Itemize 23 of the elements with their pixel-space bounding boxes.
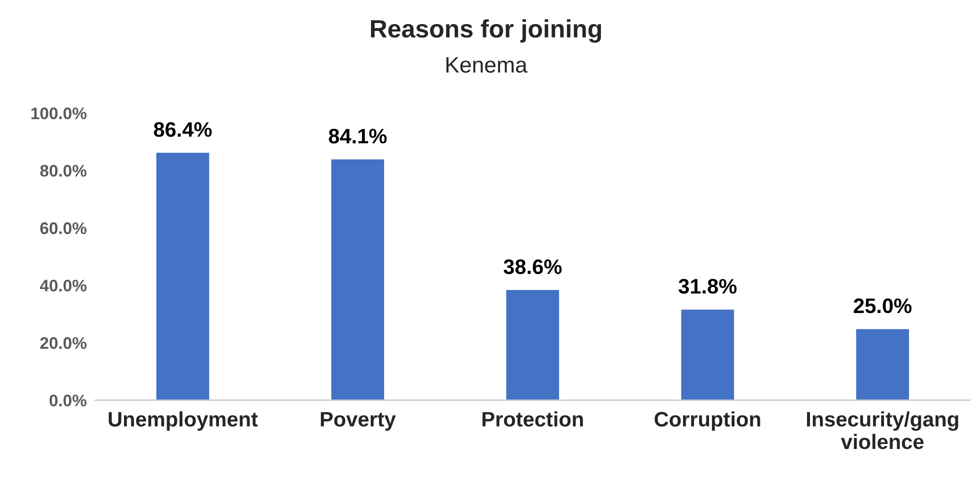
bar — [854, 328, 910, 400]
x-tick-label: Corruption — [654, 411, 760, 431]
x-tick-label: Poverty — [320, 412, 396, 431]
x-tick-label: Unemployment — [108, 411, 258, 431]
bar — [504, 288, 560, 400]
data-label: 25.0% — [854, 298, 912, 314]
y-tick-label: 80.0% — [40, 164, 86, 177]
bar — [154, 151, 211, 400]
bar — [680, 308, 736, 400]
y-tick-label: 60.0% — [40, 222, 86, 234]
y-tick-label: 0.0% — [50, 394, 86, 406]
y-tick-label: 100.0% — [31, 107, 86, 120]
bar — [330, 158, 386, 400]
data-label: 86.4% — [154, 122, 212, 137]
y-tick-label: 20.0% — [40, 337, 86, 349]
data-label: 84.1% — [328, 128, 387, 144]
chart-subtitle: Kenema — [446, 57, 528, 73]
x-tick-label: Protection — [482, 411, 583, 427]
data-label: 38.6% — [504, 259, 562, 274]
x-tick-label: Insecurity/gang violence — [806, 411, 958, 450]
chart-title: Reasons for joining — [371, 19, 602, 43]
data-label: 31.8% — [678, 278, 737, 294]
y-tick-label: 40.0% — [40, 280, 86, 292]
